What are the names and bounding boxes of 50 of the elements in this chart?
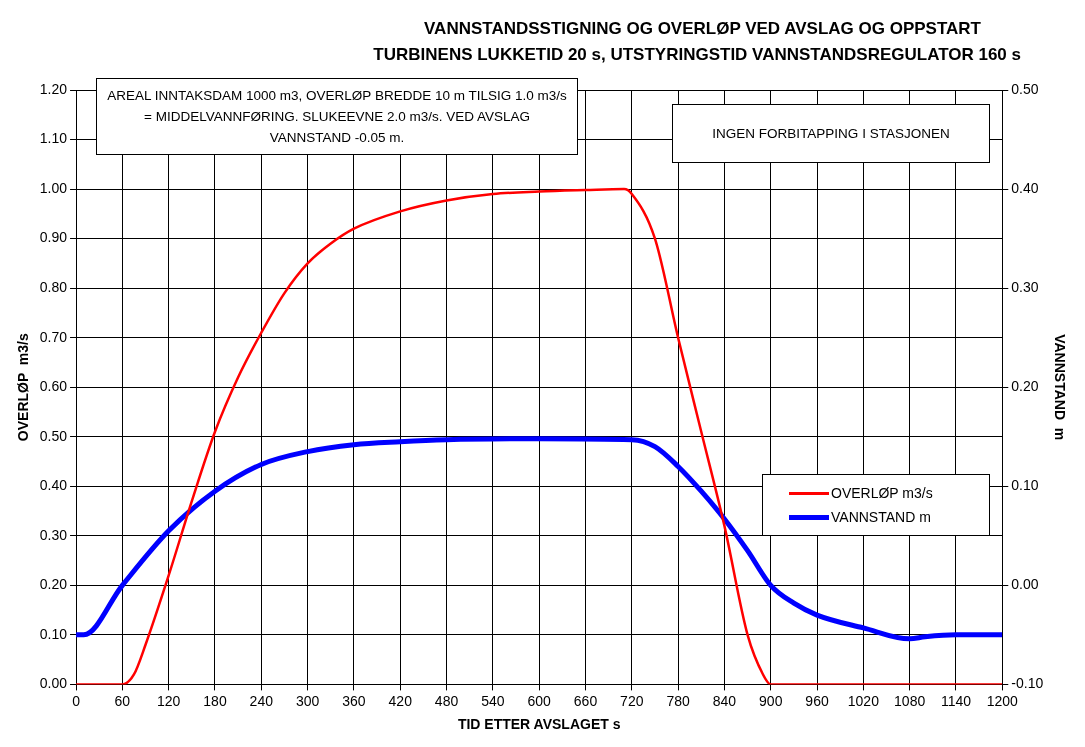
x-tick-label: 780: [666, 692, 690, 709]
chart-title: VANNSTANDSSTIGNING OG OVERLØP VED AVSLAG OG OPPSTART: [423, 18, 981, 40]
x-tick-label: 540: [481, 692, 505, 709]
y2-tick-label: 0.10: [1011, 477, 1039, 494]
y-tick-label: 0.10: [39, 625, 68, 642]
y-tick-label: 0.00: [39, 675, 68, 692]
x-tick-label: 480: [434, 692, 459, 709]
text-box: INGEN FORBITAPPING I STASJONEN: [672, 104, 990, 163]
x-tick-label: 360: [342, 692, 366, 709]
y2-tick-label: 0.00: [1011, 576, 1039, 593]
x-tick-label: 960: [805, 692, 829, 709]
y2-tick-label: 0.30: [1011, 278, 1039, 295]
y2-tick-label: 0.40: [1011, 179, 1039, 196]
x-tick-label: 1020: [847, 692, 880, 709]
x-tick-label: 1200: [986, 692, 1019, 709]
legend-label: VANNSTAND m: [831, 509, 931, 525]
y2-tick-label: 0.20: [1011, 378, 1039, 395]
x-tick-label: 420: [388, 692, 413, 709]
x-tick-label: 600: [527, 692, 552, 709]
x-tick-label: 1080: [894, 692, 926, 709]
y2-tick-label: -0.10: [1011, 675, 1044, 692]
x-tick-label: 660: [573, 692, 598, 709]
y-tick-label: 0.60: [39, 378, 68, 395]
x-tick-label: 900: [759, 692, 783, 709]
x-tick-label: 120: [156, 692, 181, 709]
y2-tick-label: 0.50: [1011, 80, 1039, 97]
y-tick-label: 0.30: [39, 526, 68, 543]
x-tick-label: 300: [295, 692, 320, 709]
y-tick-label: 0.90: [39, 229, 68, 246]
x-tick-label: 720: [620, 692, 644, 709]
x-tick-label: 60: [114, 692, 131, 709]
y-tick-label: 0.70: [39, 328, 68, 345]
x-tick-label: 1140: [940, 692, 972, 709]
x-tick-label: 840: [712, 692, 737, 709]
y-tick-label: 1.20: [39, 80, 68, 97]
x-tick-label: 0: [72, 692, 81, 709]
y-tick-label: 0.40: [39, 477, 68, 494]
legend-label: OVERLØP m3/s: [831, 485, 933, 501]
y-axis-title: OVERLØP m3/s: [15, 333, 32, 442]
y-tick-label: 0.20: [39, 576, 68, 593]
x-tick-label: 240: [249, 692, 274, 709]
x-tick-label: 180: [203, 692, 227, 709]
x-axis-title: TID ETTER AVSLAGET s: [457, 716, 621, 733]
y-tick-label: 1.00: [39, 179, 68, 196]
y-tick-label: 0.50: [39, 427, 68, 444]
y-tick-label: 1.10: [39, 130, 68, 147]
chart-subtitle: TURBINENS LUKKETID 20 s, UTSTYRINGSTID VANNSTANDSREGULATOR 160 s: [373, 44, 1021, 66]
y2-axis-title: VANNSTAND m: [1051, 334, 1068, 441]
y-tick-label: 0.80: [39, 278, 68, 295]
text-box: AREAL INNTAKSDAM 1000 m3, OVERLØP BREDDE 10 m TILSIG 1.0 m3/s = MIDDELVANNFØRING. SLUKEEVNE 2.0 m3/s. VED AVSLAG VANNSTAND -0.05 m.: [96, 78, 578, 155]
